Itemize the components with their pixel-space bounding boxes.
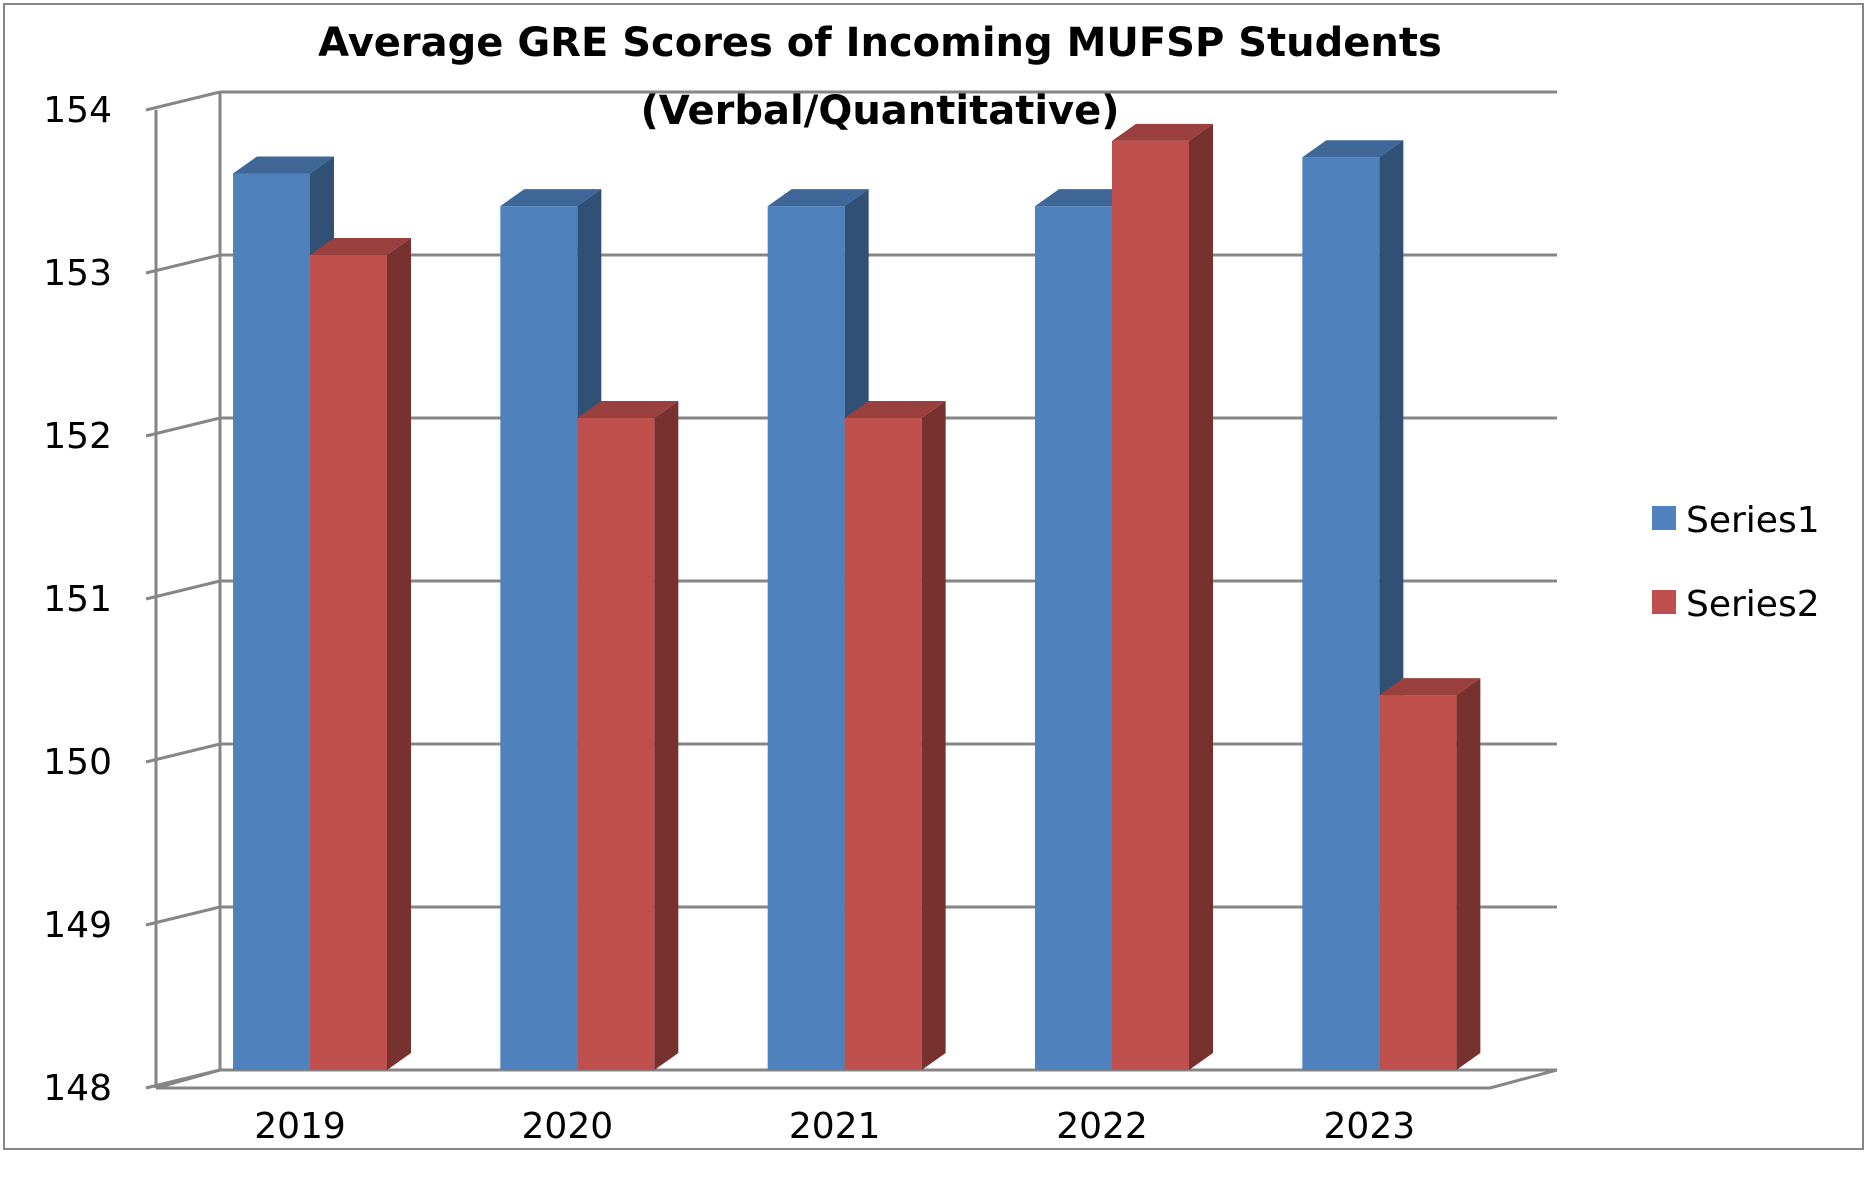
- x-tick-label: 2021: [789, 1106, 881, 1147]
- bar-top-face: [1302, 140, 1404, 158]
- bar-front-face: [577, 418, 655, 1070]
- gridline-side: [145, 742, 221, 764]
- chart-floor: [155, 1068, 1558, 1090]
- y-tick-label: 154: [43, 90, 112, 131]
- chart-title: Average GRE Scores of Incoming MUFSP Stu…: [318, 20, 1442, 66]
- bar-front-face: [844, 418, 922, 1070]
- bar-front-face: [310, 255, 387, 1070]
- bar-front-face: [1035, 206, 1113, 1071]
- bar-top-face: [577, 401, 679, 418]
- bar-front-face: [1112, 140, 1190, 1070]
- gridline-side: [145, 905, 221, 927]
- bar-2020-Series2: [577, 401, 679, 1070]
- bar-front-face: [1302, 157, 1380, 1070]
- bar-front-face: [500, 206, 578, 1071]
- bar-front-face: [233, 173, 310, 1070]
- bar-top-face: [1112, 123, 1214, 141]
- bar-2023-Series2: [1379, 678, 1481, 1070]
- bars: [233, 123, 1481, 1071]
- x-axis-ticks: 2019 2020 2021 2022 2023: [254, 1106, 1415, 1147]
- x-tick-label: 2020: [522, 1106, 614, 1147]
- y-tick-label: 150: [43, 742, 112, 783]
- x-tick-label: 2019: [254, 1106, 346, 1147]
- bar-2022-Series2: [1112, 123, 1214, 1070]
- bar-top-face: [1035, 189, 1137, 207]
- bar-top-face: [310, 238, 411, 255]
- bar-side-face: [654, 401, 679, 1070]
- y-tick-label: 151: [43, 579, 112, 620]
- bar-2021-Series2: [844, 401, 946, 1070]
- chart-subtitle: (Verbal/Quantitative): [640, 88, 1119, 134]
- gridline-side: [145, 579, 221, 601]
- bar-top-face: [500, 189, 602, 207]
- legend-label: Series2: [1686, 584, 1820, 625]
- y-tick-label: 149: [43, 905, 112, 946]
- y-axis-ticks: 148 149 150 151 152 153 154: [43, 90, 112, 1109]
- gridline-side: [145, 90, 221, 112]
- legend: Series1 Series2: [1652, 500, 1820, 625]
- y-tick-label: 153: [43, 253, 112, 294]
- legend-label: Series1: [1686, 500, 1820, 541]
- x-tick-label: 2023: [1324, 1106, 1416, 1147]
- bar-side-face: [1189, 123, 1214, 1070]
- bar-front-face: [767, 206, 845, 1071]
- bar-top-face: [233, 156, 334, 174]
- bar-2019-Series2: [310, 238, 411, 1070]
- legend-swatch: [1652, 506, 1676, 530]
- bar-side-face: [387, 238, 411, 1070]
- bar-2023-Series1: [1302, 140, 1404, 1070]
- gridline-side: [145, 416, 221, 438]
- bar-top-face: [844, 401, 946, 418]
- x-tick-label: 2022: [1056, 1106, 1148, 1147]
- y-tick-label: 148: [43, 1068, 112, 1109]
- bar-top-face: [767, 189, 869, 207]
- bar-top-face: [1379, 678, 1481, 696]
- y-tick-label: 152: [43, 416, 112, 457]
- bar-side-face: [1456, 678, 1481, 1070]
- gridline-side: [145, 1068, 221, 1090]
- bar-front-face: [1379, 695, 1457, 1070]
- legend-swatch: [1652, 590, 1676, 614]
- gridline-side: [145, 253, 221, 275]
- bar-side-face: [921, 401, 946, 1070]
